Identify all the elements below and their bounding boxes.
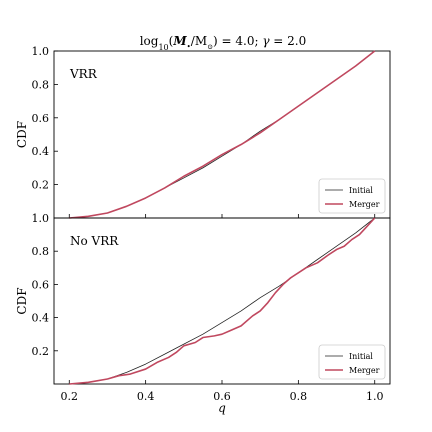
legend-entry: Merger bbox=[349, 200, 380, 209]
y-axis-label: CDF bbox=[15, 287, 29, 314]
x-tick-label: 1.0 bbox=[366, 390, 384, 403]
panel-no-vrr: 0.2 0.4 0.6 0.8 1.0 0.2 0.4 0.6 0.8 1.0 CDF No VRR I… bbox=[15, 212, 391, 403]
legend: Initial Merger bbox=[318, 344, 386, 380]
x-tick-label: 0.2 bbox=[61, 390, 79, 403]
series-line-merger bbox=[69, 50, 376, 219]
y-tick-label: 0.4 bbox=[32, 145, 50, 158]
x-axis-label: q bbox=[218, 401, 226, 415]
y-tick-label: 1.0 bbox=[32, 212, 50, 225]
series-line-merger bbox=[69, 217, 376, 385]
legend: Initial Merger bbox=[318, 178, 386, 214]
y-tick-label: 0.2 bbox=[32, 179, 50, 192]
y-tick-label: 0.2 bbox=[32, 345, 50, 358]
panel-label: VRR bbox=[69, 67, 98, 81]
x-tick-label: 0.8 bbox=[290, 390, 308, 403]
y-tick-label: 1.0 bbox=[32, 45, 50, 58]
x-tick-label: 0.4 bbox=[137, 390, 155, 403]
series-line-initial bbox=[69, 217, 375, 385]
panel-label: No VRR bbox=[70, 234, 119, 248]
y-axis-label: CDF bbox=[15, 121, 29, 148]
x-tick-label: 0.6 bbox=[213, 390, 231, 403]
figure-title: log10(M•/M⊙) = 4.0; γ = 2.0 bbox=[140, 34, 307, 52]
y-tick-label: 0.8 bbox=[32, 78, 50, 91]
y-tick-label: 0.4 bbox=[32, 312, 50, 325]
y-tick-label: 0.6 bbox=[32, 278, 50, 291]
panel-vrr: 0.2 0.4 0.6 0.8 1.0 CDF VRR Initial Merger bbox=[15, 45, 391, 219]
y-tick-label: 0.8 bbox=[32, 245, 50, 258]
y-tick-label: 0.6 bbox=[32, 112, 50, 125]
legend-entry: Initial bbox=[349, 352, 373, 361]
legend-entry: Initial bbox=[349, 186, 373, 195]
legend-entry: Merger bbox=[349, 366, 380, 375]
